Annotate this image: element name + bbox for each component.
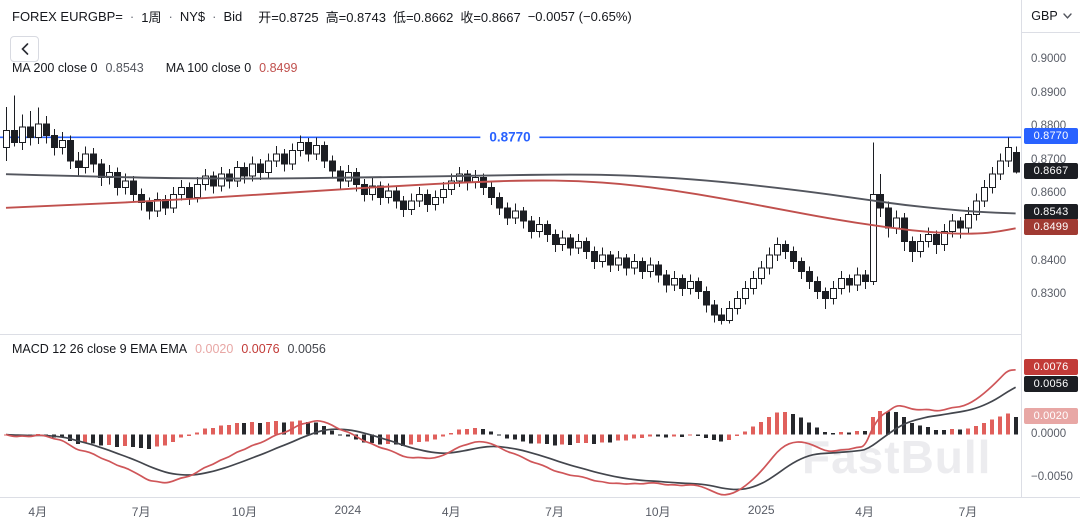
- ma100-line[interactable]: [5, 179, 1016, 235]
- separator-dot: ·: [212, 9, 217, 24]
- chevron-down-icon: [1063, 13, 1072, 19]
- time-tick-label: 7月: [131, 505, 151, 519]
- separator-dot: ·: [168, 9, 173, 24]
- level-line-label[interactable]: 0.8770: [480, 129, 540, 145]
- back-button[interactable]: [10, 36, 39, 62]
- macd-tick-label: −0.0050: [1031, 471, 1073, 484]
- time-tick-label: 4月: [28, 505, 48, 519]
- macd-signal-value: 0.0056: [287, 342, 326, 356]
- hist-badge: 0.0020: [1024, 408, 1078, 424]
- price-tick-label: 0.8300: [1031, 288, 1067, 301]
- symbol-header: FOREX EURGBP= · 1周 · NY$ · Bid 开=0.8725 …: [12, 7, 632, 26]
- signal-badge: 0.0056: [1024, 376, 1078, 393]
- ma100-badge: 0.8499: [1024, 219, 1078, 236]
- symbol-name: FOREX EURGBP=: [12, 9, 123, 24]
- chevron-left-icon: [20, 43, 28, 55]
- level-badge: 0.8770: [1024, 128, 1078, 145]
- price-side-label: Bid: [223, 9, 243, 24]
- macd-label: MACD 12 26 close 9 EMA EMA: [12, 342, 188, 356]
- change-value: −0.0057 (−0.65%): [527, 9, 632, 24]
- open-value: 开=0.8725: [258, 10, 319, 25]
- time-tick-label: 10月: [645, 505, 671, 519]
- separator-dot: ·: [129, 9, 135, 24]
- session-label: NY$: [179, 9, 206, 24]
- macd-indicator-legend[interactable]: MACD 12 26 close 9 EMA EMA 0.0020 0.0076…: [12, 342, 326, 356]
- time-tick-label: 4月: [855, 505, 874, 519]
- macd-signal-line[interactable]: [5, 386, 1017, 491]
- ma-indicator-legend[interactable]: MA 200 close 0 0.8543 MA 100 close 0 0.8…: [12, 61, 297, 75]
- price-tick-label: 0.9000: [1031, 53, 1067, 66]
- chart-canvas[interactable]: [0, 0, 1021, 521]
- ma100-value: 0.8499: [259, 61, 298, 75]
- time-tick-label: 10月: [231, 505, 258, 519]
- macd-badge: 0.0076: [1024, 358, 1078, 375]
- price-tick-label: 0.8400: [1031, 254, 1067, 267]
- watermark: FastBull: [802, 431, 992, 483]
- macd-hist-value: 0.0020: [195, 342, 234, 356]
- macd-histogram: [4, 410, 1018, 449]
- interval-label: 1周: [141, 10, 162, 25]
- pane-separator[interactable]: [0, 334, 1080, 335]
- ma100-label: MA 100 close 0: [165, 61, 252, 75]
- time-tick-label: 2024: [334, 503, 362, 517]
- low-value: 低=0.8662: [392, 10, 454, 25]
- ma200-line[interactable]: [5, 173, 1016, 215]
- macd-line[interactable]: [5, 368, 1016, 496]
- time-tick-label: 7月: [958, 505, 978, 519]
- price-tick-label: 0.8700: [1031, 153, 1067, 166]
- ma200-value: 0.8543: [105, 61, 144, 75]
- close-value: 收=0.8667: [460, 10, 521, 25]
- currency-value: GBP: [1031, 9, 1058, 23]
- high-value: 高=0.8743: [325, 10, 386, 25]
- last-price-badge: 0.8667: [1024, 162, 1078, 179]
- currency-selector[interactable]: GBP: [1022, 0, 1080, 33]
- time-axis[interactable]: 4月 7月 10月 2024 4月 7月 10月 2025 4月 7月: [0, 497, 1080, 521]
- macd-line-value: 0.0076: [241, 342, 280, 356]
- candles-layer: [3, 95, 1020, 325]
- time-tick-label: 4月: [441, 505, 461, 519]
- time-tick-label: 2025: [747, 503, 775, 517]
- ma200-label: MA 200 close 0: [12, 61, 98, 75]
- macd-tick-label: 0.0000: [1031, 427, 1067, 440]
- price-tick-label: 0.8900: [1031, 86, 1067, 99]
- price-tick-label: 0.8600: [1031, 187, 1067, 200]
- price-axis[interactable]: GBP 0.9000 0.8900 0.8800 0.8700 0.8600 0.8400…: [1021, 0, 1080, 521]
- ma200-badge: 0.8543: [1024, 204, 1078, 221]
- time-tick-label: 7月: [545, 505, 564, 519]
